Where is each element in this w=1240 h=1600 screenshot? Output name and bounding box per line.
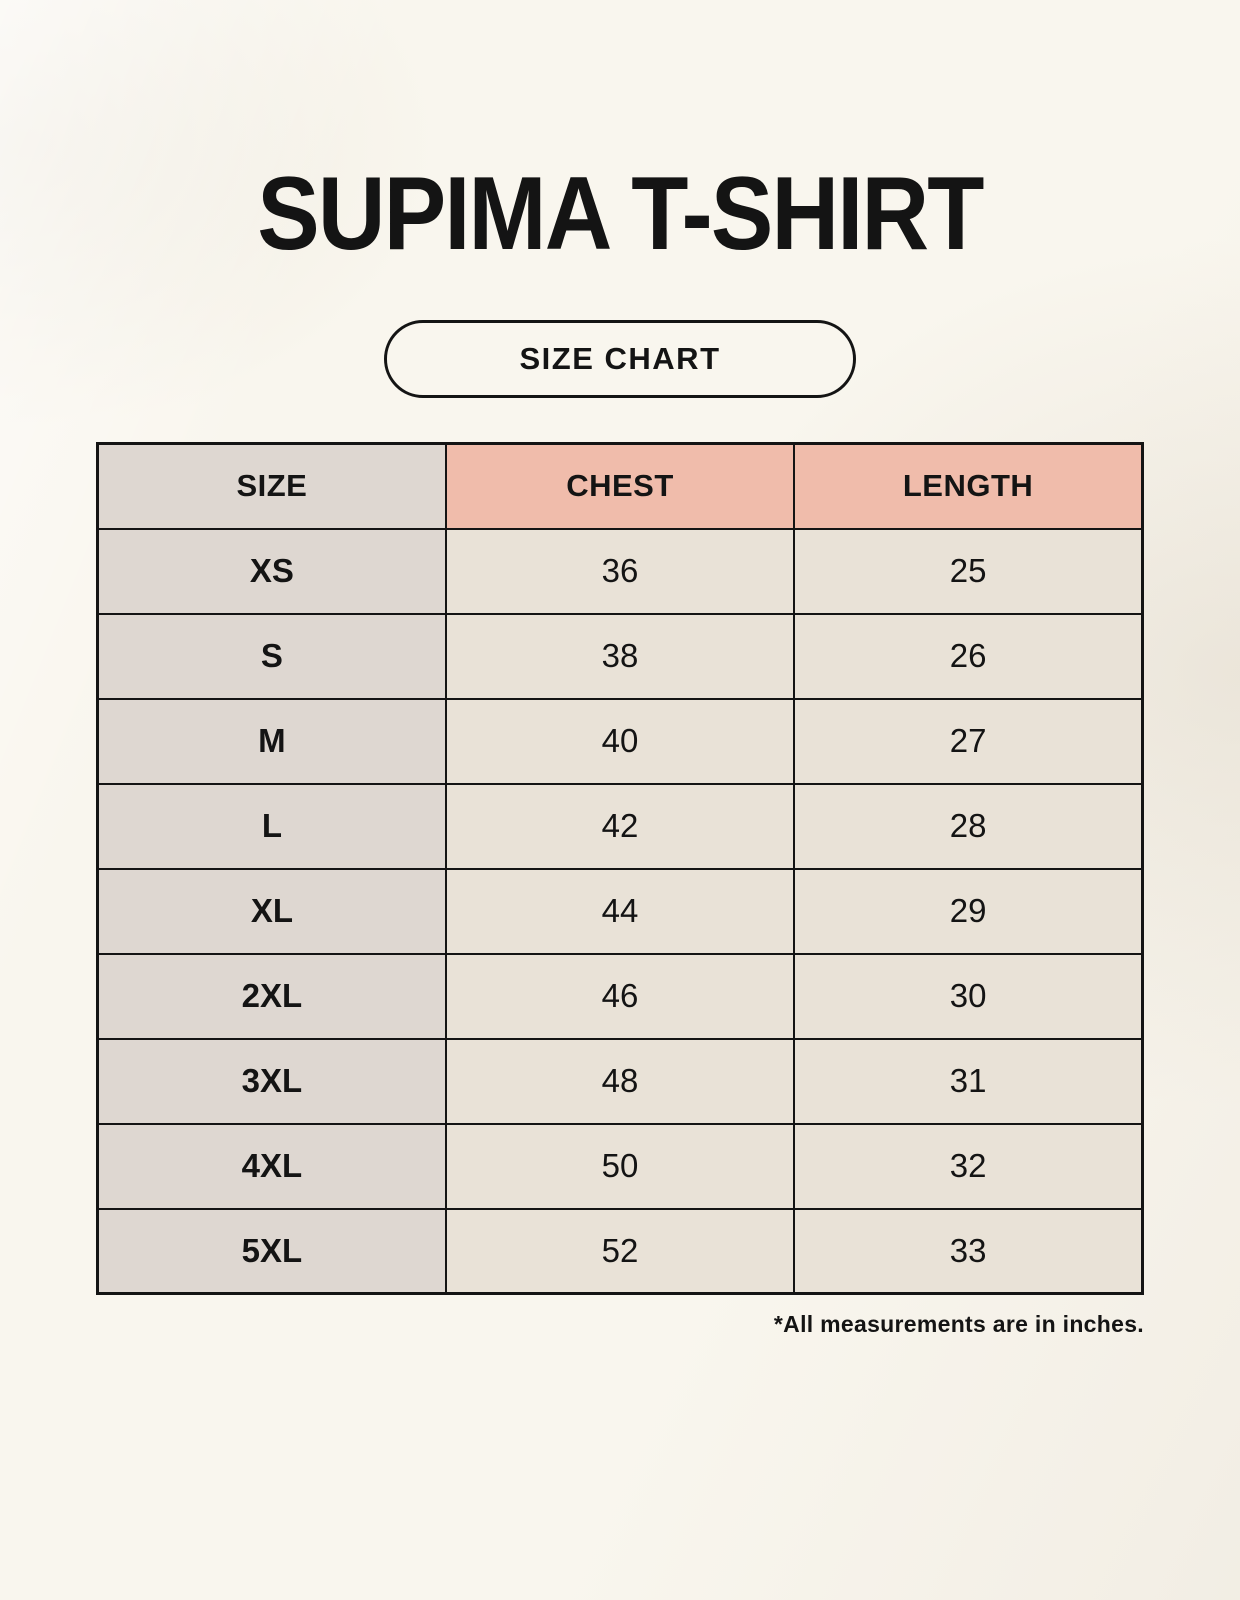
length-cell: 26	[793, 612, 1144, 700]
chest-cell: 44	[444, 867, 796, 955]
size-cell: 3XL	[96, 1037, 447, 1125]
size-cell: S	[96, 612, 447, 700]
table-row: 5XL 52 33	[96, 1207, 1144, 1295]
footnote: *All measurements are in inches.	[773, 1311, 1144, 1337]
table-row: 2XL 46 30	[96, 952, 1144, 1040]
chest-cell: 50	[444, 1122, 796, 1210]
table-row: M 40 27	[96, 697, 1144, 785]
size-chart-badge[interactable]: SIZE CHART	[384, 320, 856, 398]
chest-cell: 40	[444, 697, 796, 785]
chest-cell: 46	[444, 952, 796, 1040]
column-header-size: SIZE	[96, 442, 447, 530]
size-table-header-row: SIZE CHEST LENGTH	[96, 442, 1144, 530]
badge-container: SIZE CHART	[0, 320, 1240, 398]
length-cell: 29	[793, 867, 1144, 955]
table-row: S 38 26	[96, 612, 1144, 700]
chest-cell: 36	[444, 527, 796, 615]
length-cell: 25	[793, 527, 1144, 615]
size-cell: XS	[96, 527, 447, 615]
page-title: SUPIMA T-SHIRT	[0, 0, 1240, 266]
size-cell: 2XL	[96, 952, 447, 1040]
size-cell: XL	[96, 867, 447, 955]
table-row: L 42 28	[96, 782, 1144, 870]
length-cell: 31	[793, 1037, 1144, 1125]
size-cell: 4XL	[96, 1122, 447, 1210]
table-row: 3XL 48 31	[96, 1037, 1144, 1125]
table-row: XS 36 25	[96, 527, 1144, 615]
chest-cell: 38	[444, 612, 796, 700]
length-cell: 33	[793, 1207, 1144, 1295]
size-cell: M	[96, 697, 447, 785]
size-cell: 5XL	[96, 1207, 447, 1295]
size-table: SIZE CHEST LENGTH XS 36 25 S 38 26 M 40 27 L 42 28 XL 4…	[96, 442, 1144, 1295]
size-table-body: XS 36 25 S 38 26 M 40 27 L 42 28 XL 44 29 2XL 46 30 3XL 48 3…	[96, 527, 1144, 1295]
column-header-chest: CHEST	[444, 442, 796, 530]
length-cell: 27	[793, 697, 1144, 785]
table-row: XL 44 29	[96, 867, 1144, 955]
chest-cell: 52	[444, 1207, 796, 1295]
size-table-header: SIZE CHEST LENGTH	[96, 442, 1144, 530]
size-chart-badge-label: SIZE CHART	[519, 341, 721, 376]
size-cell: L	[96, 782, 447, 870]
chest-cell: 42	[444, 782, 796, 870]
length-cell: 32	[793, 1122, 1144, 1210]
chest-cell: 48	[444, 1037, 796, 1125]
length-cell: 28	[793, 782, 1144, 870]
length-cell: 30	[793, 952, 1144, 1040]
page-title-text: SUPIMA T-SHIRT	[257, 156, 984, 272]
column-header-length: LENGTH	[793, 442, 1144, 530]
table-row: 4XL 50 32	[96, 1122, 1144, 1210]
